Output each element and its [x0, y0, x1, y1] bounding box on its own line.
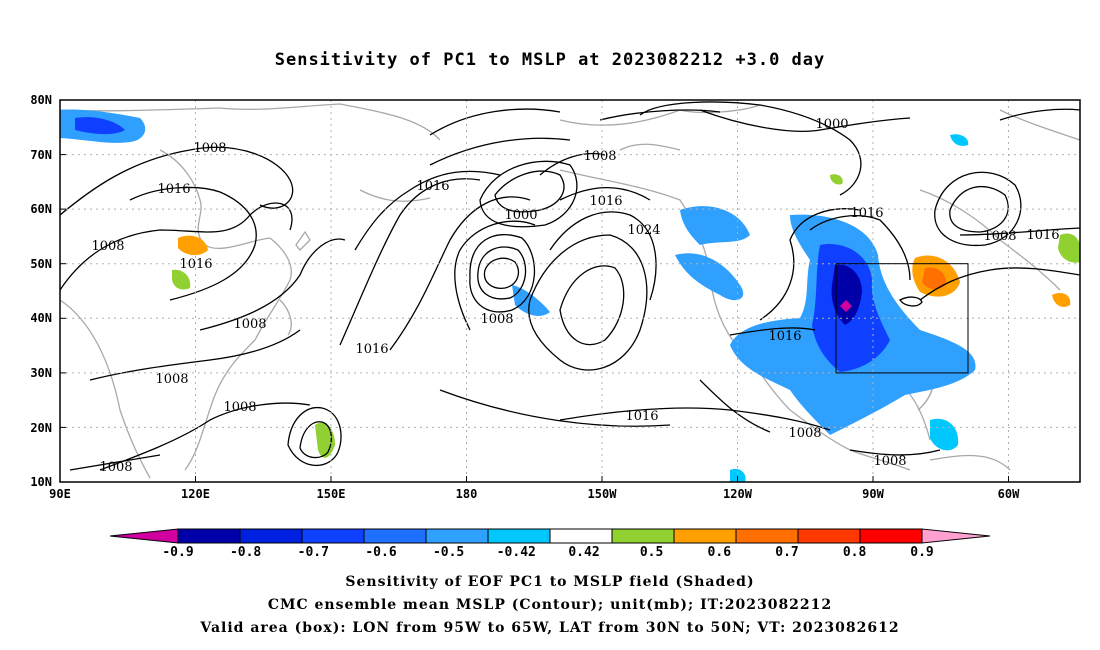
- page-title: Sensitivity of PC1 to MSLP at 2023082212…: [274, 50, 826, 70]
- colorbar-label: 0.7: [775, 545, 798, 560]
- lat-label-60n: 60N: [30, 202, 52, 216]
- contour-label: 1008: [983, 229, 1016, 244]
- contour-label: 1008: [873, 454, 906, 469]
- lon-label-180: 180: [456, 487, 478, 501]
- contour-label: 1000: [815, 117, 848, 132]
- contour-label: 1008: [91, 239, 124, 254]
- map-frame: [59, 99, 1081, 483]
- map-gridlines: [60, 100, 1080, 482]
- colorbar-labels: -0.9 -0.8 -0.7 -0.6 -0.5 -0.42 0.42 0.5 …: [162, 545, 933, 560]
- contour-label: 1008: [583, 149, 616, 164]
- sensitivity-shading: [60, 109, 1080, 482]
- longitude-labels: 90E 120E 150E 180 150W 120W 90W 60W: [49, 487, 1020, 501]
- lon-label-90w: 90W: [862, 487, 884, 501]
- colorbar-high-end: [921, 528, 991, 544]
- colorbar-label: 0.5: [640, 545, 663, 560]
- lat-label-40n: 40N: [30, 311, 52, 325]
- colorbar-box: [611, 528, 675, 544]
- contour-label: 1016: [850, 206, 883, 221]
- contour-labels: 1000 1008 1008 1008 1008 1008 1008 1008 …: [91, 117, 1059, 475]
- colorbar-box: [177, 528, 241, 544]
- colorbar-box: [797, 528, 861, 544]
- caption-contour: CMC ensemble mean MSLP (Contour); unit(m…: [267, 597, 833, 613]
- colorbar-label: -0.6: [365, 545, 396, 560]
- contour-label: 1016: [1026, 228, 1059, 243]
- colorbar-label: -0.8: [230, 545, 261, 560]
- colorbar-label: -0.42: [497, 545, 536, 560]
- lat-label-70n: 70N: [30, 148, 52, 162]
- contour-label: 1016: [416, 179, 449, 194]
- contour-label: 1008: [480, 312, 513, 327]
- caption-shading: Sensitivity of EOF PC1 to MSLP field (Sh…: [345, 574, 755, 590]
- map-plot-area: 1000 1008 1008 1008 1008 1008 1008 1008 …: [60, 100, 1080, 482]
- contour-label: 1016: [768, 329, 801, 344]
- colorbar-box: [735, 528, 799, 544]
- valid-area-box: [835, 263, 969, 374]
- colorbar-box: [363, 528, 427, 544]
- lon-label-90e: 90E: [49, 487, 71, 501]
- colorbar-box: [487, 528, 551, 544]
- map-ticks: [60, 154, 1009, 482]
- lat-label-50n: 50N: [30, 257, 52, 271]
- contour-label: 1016: [179, 257, 212, 272]
- contour-label: 1008: [233, 317, 266, 332]
- lon-label-150e: 150E: [317, 487, 346, 501]
- colorbar-label: 0.6: [708, 545, 732, 560]
- lon-label-150w: 150W: [588, 487, 618, 501]
- lat-label-30n: 30N: [30, 366, 52, 380]
- lat-label-20n: 20N: [30, 421, 52, 435]
- latitude-labels: 80N 70N 60N 50N 40N 30N 20N 10N: [30, 93, 52, 489]
- colorbar-label: 0.9: [910, 545, 933, 560]
- lat-label-10n: 10N: [30, 475, 52, 489]
- contour-label: 1008: [223, 400, 256, 415]
- contour-label: 1000: [504, 208, 537, 223]
- colorbar-label: 0.42: [568, 545, 599, 560]
- colorbar: -0.9 -0.8 -0.7 -0.6 -0.5 -0.42 0.42 0.5 …: [109, 528, 991, 560]
- colorbar-label: -0.5: [433, 545, 464, 560]
- colorbar-label: -0.9: [162, 545, 193, 560]
- lon-label-60w: 60W: [998, 487, 1020, 501]
- contour-label: 1016: [625, 409, 658, 424]
- colorbar-box: [859, 528, 923, 544]
- lon-label-120w: 120W: [723, 487, 753, 501]
- colorbar-box: [301, 528, 365, 544]
- colorbar-boxes: [177, 528, 923, 544]
- colorbar-low-end: [109, 528, 179, 544]
- lon-label-120e: 120E: [181, 487, 210, 501]
- colorbar-label: 0.8: [843, 545, 867, 560]
- contour-label: 1008: [99, 460, 132, 475]
- colorbar-box: [239, 528, 303, 544]
- contour-label: 1008: [788, 426, 821, 441]
- colorbar-box: [673, 528, 737, 544]
- contour-label: 1016: [589, 194, 622, 209]
- contour-label: 1016: [157, 182, 190, 197]
- mslp-contours: [60, 101, 1080, 471]
- colorbar-box: [549, 528, 613, 544]
- colorbar-label: -0.7: [298, 545, 329, 560]
- lat-label-80n: 80N: [30, 93, 52, 107]
- colorbar-box: [425, 528, 489, 544]
- contour-label: 1008: [155, 372, 188, 387]
- contour-label: 1024: [627, 223, 660, 238]
- contour-label: 1016: [355, 342, 388, 357]
- caption-valid-area: Valid area (box): LON from 95W to 65W, L…: [200, 620, 900, 636]
- contour-label: 1008: [193, 141, 226, 156]
